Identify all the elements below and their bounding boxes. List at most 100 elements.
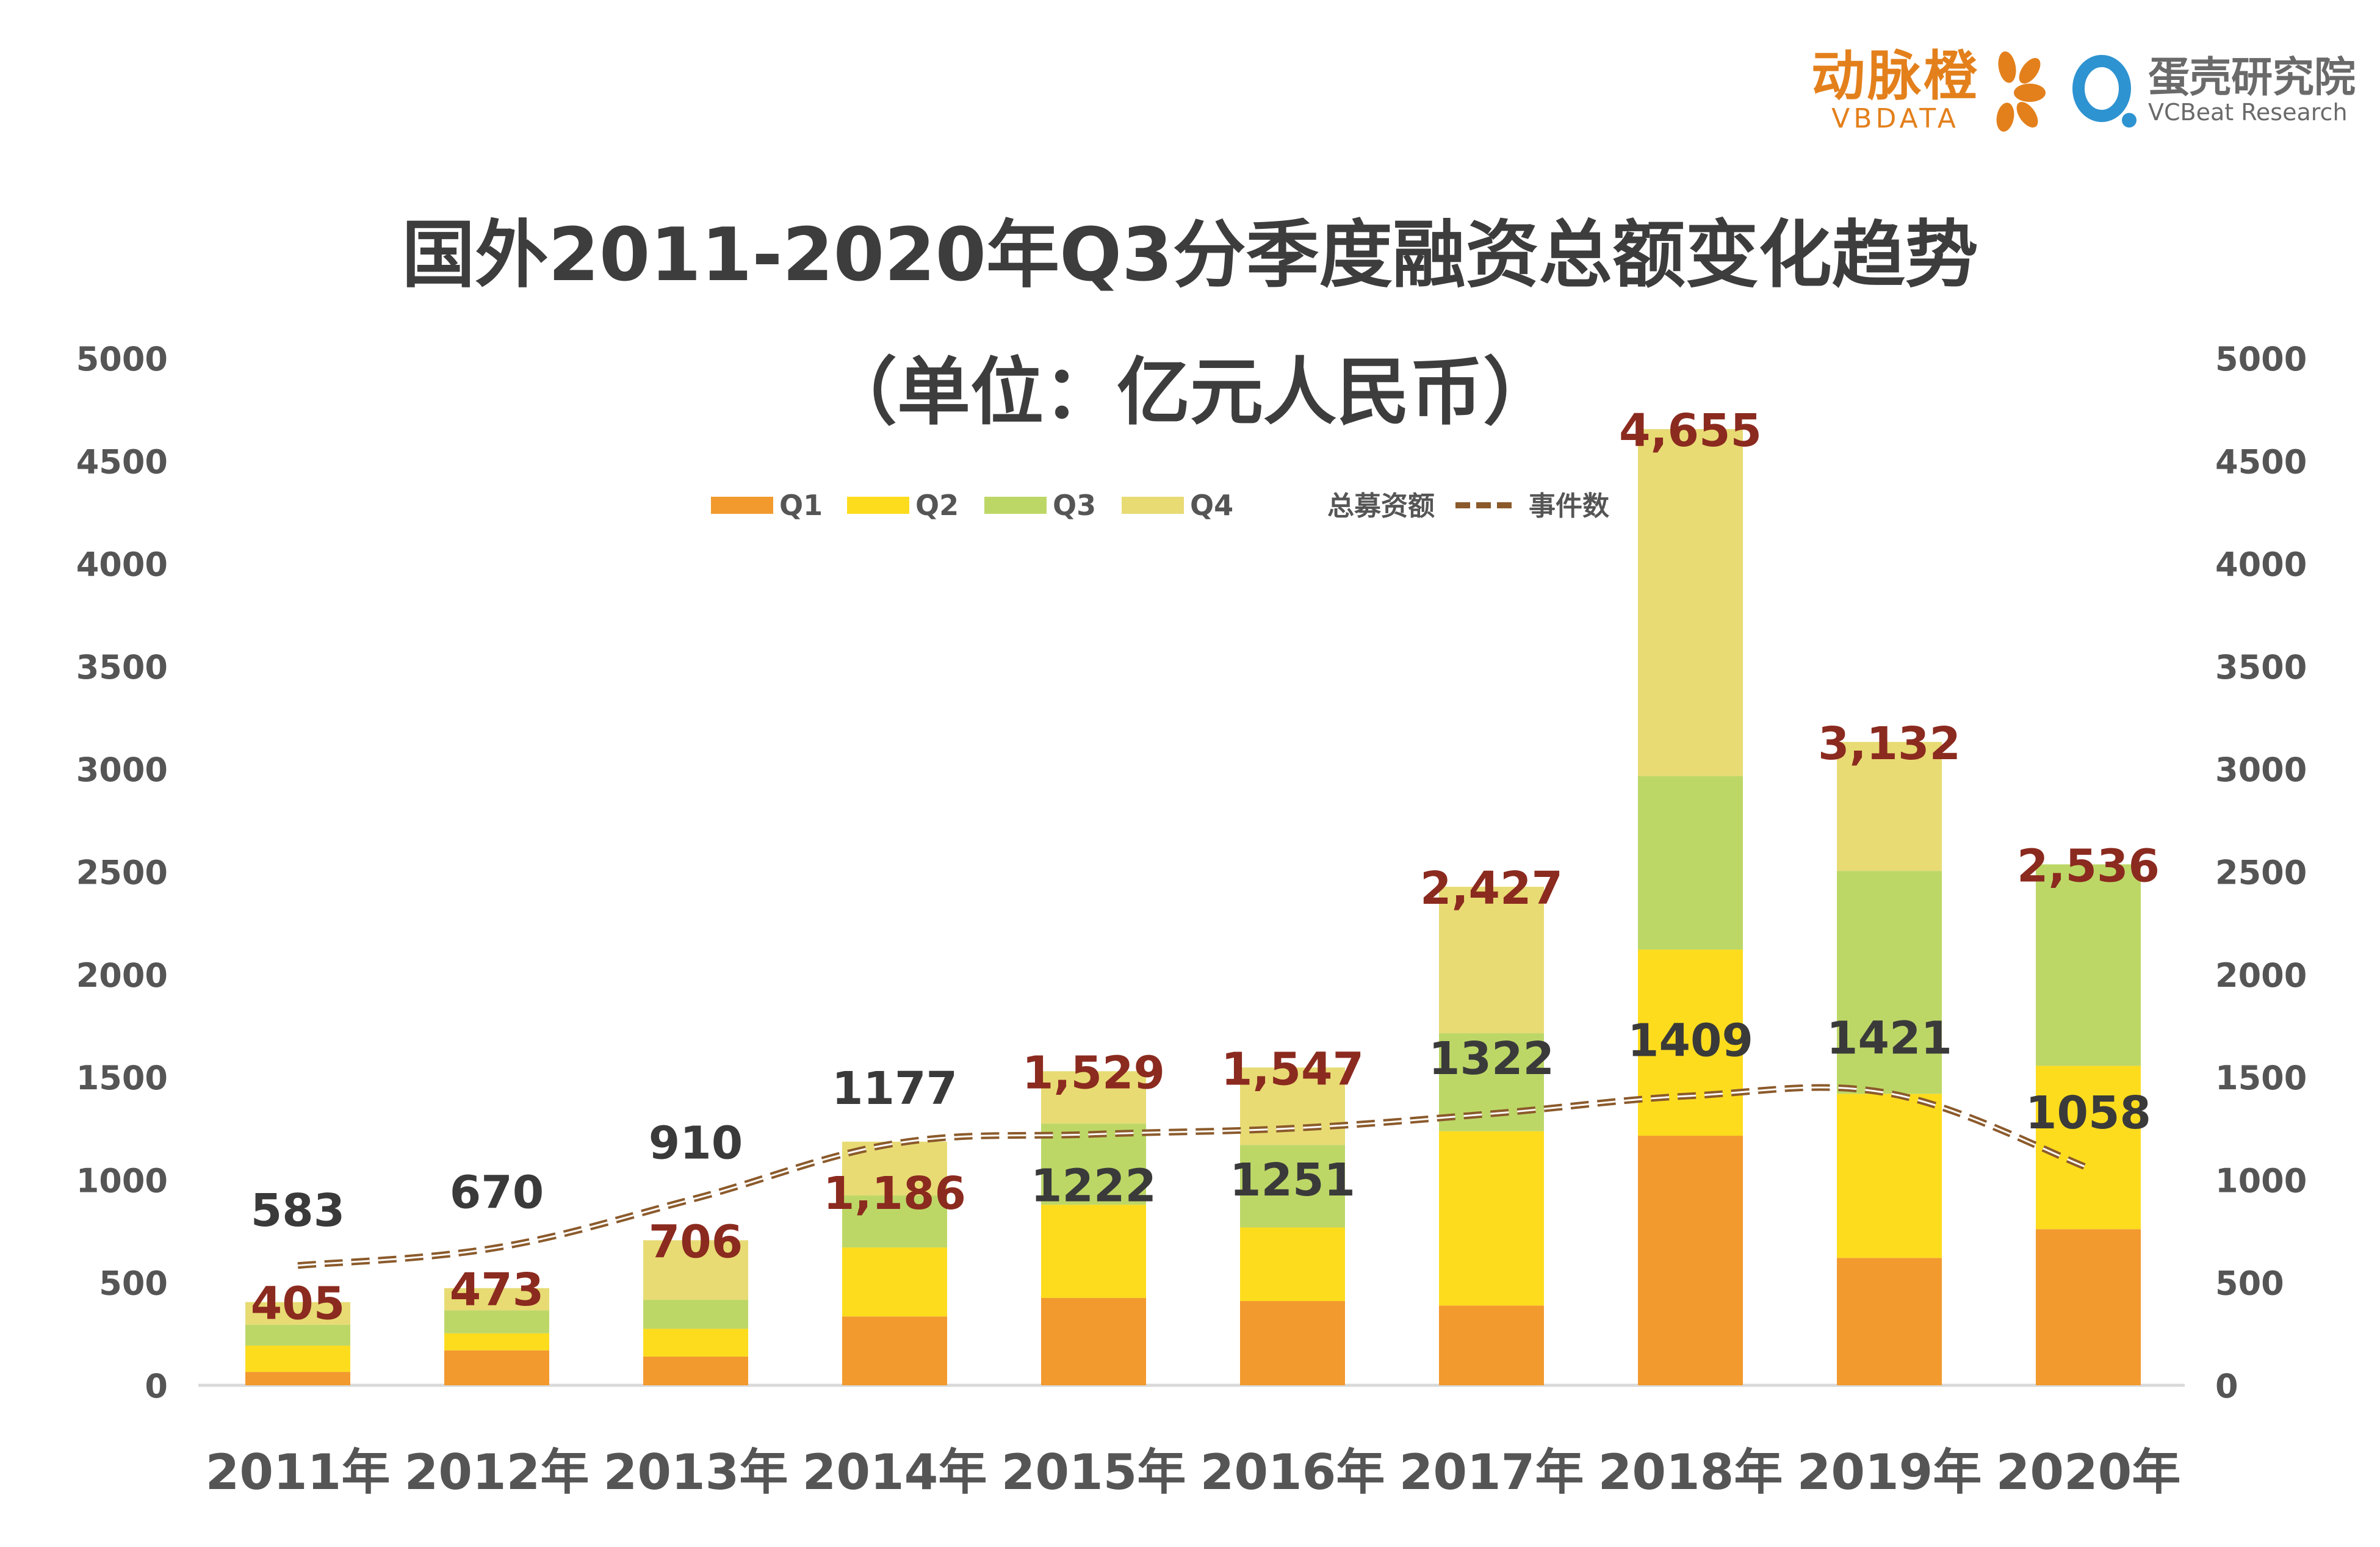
legend-label: Q3 (1053, 489, 1096, 522)
left-axis-tick: 3000 (76, 751, 168, 789)
right-axis-tick: 3500 (2215, 648, 2307, 687)
vbdata-logo: 动脉橙 VBDATA (1811, 49, 2047, 134)
bar-segment-q4 (1638, 429, 1743, 776)
x-axis-label: 2011年 (206, 1444, 391, 1501)
x-axis-label: 2020年 (1996, 1444, 2181, 1501)
left-axis-tick: 1000 (76, 1161, 168, 1200)
bar-segment-q4 (643, 1240, 748, 1300)
bar-segment-q1 (1240, 1300, 1345, 1385)
bar-segment-q3 (1240, 1145, 1345, 1228)
left-axis-tick: 4500 (76, 442, 168, 481)
x-axis-label: 2019年 (1797, 1444, 1982, 1501)
legend-label: Q1 (779, 489, 823, 522)
bar-segment-q1 (444, 1350, 549, 1385)
event-count-line (297, 1084, 2090, 1269)
total-label: 2,427 (1420, 862, 1563, 915)
bar-segment-q2 (1638, 950, 1743, 1136)
total-label: 706 (649, 1216, 743, 1268)
chart-title: 国外2011-2020年Q3分季度融资总额变化趋势 (402, 213, 1978, 298)
event-count-label: 1251 (1230, 1154, 1355, 1206)
bar-segment-q2 (842, 1247, 947, 1317)
x-axis-label: 2016年 (1200, 1444, 1385, 1501)
x-axis-label: 2012年 (405, 1444, 590, 1501)
total-label: 1,529 (1022, 1047, 1165, 1099)
bar-segment-q1 (1439, 1305, 1544, 1385)
vbdata-petals-icon (1996, 51, 2046, 132)
bar-segment-q3 (1638, 776, 1743, 950)
bar-segment-q1 (643, 1356, 748, 1385)
event-count-label: 1409 (1628, 1015, 1753, 1067)
bar-segment-q4 (1439, 887, 1544, 1034)
vcbeat-ring-icon (2072, 55, 2137, 128)
bar-segment-q3 (245, 1324, 350, 1346)
event-count-label: 583 (251, 1185, 345, 1237)
right-axis-tick: 3000 (2215, 751, 2307, 789)
legend-swatch-q1 (711, 497, 773, 514)
bar-segment-q1 (2036, 1229, 2141, 1385)
left-axis-tick: 1500 (76, 1059, 168, 1097)
right-axis-tick: 4500 (2215, 442, 2307, 481)
left-axis-tick: 0 (145, 1367, 168, 1405)
bar-segment-q1 (842, 1316, 947, 1385)
event-count-label: 1222 (1031, 1160, 1156, 1213)
x-axis-label: 2015年 (1001, 1444, 1186, 1501)
right-axis-tick: 5000 (2215, 340, 2307, 378)
total-label: 3,132 (1818, 718, 1961, 770)
left-axis-tick: 2000 (76, 956, 168, 995)
vcbeat-logo-cn: 蛋壳研究院 (2147, 54, 2356, 102)
right-axis-tick: 1500 (2215, 1059, 2307, 1097)
x-axis-label: 2014年 (802, 1444, 987, 1501)
legend-label: Q2 (915, 489, 959, 522)
bar-segment-q4 (444, 1288, 549, 1311)
vbdata-logo-en: VBDATA (1831, 103, 1960, 134)
bar-segment-q2 (1240, 1227, 1345, 1301)
bar-segment-q3 (444, 1310, 549, 1333)
event-count-label: 1177 (832, 1062, 957, 1115)
bar-segment-q2 (245, 1346, 350, 1372)
event-count-label: 1058 (2025, 1087, 2151, 1139)
bar-segment-q2 (444, 1333, 549, 1350)
right-axis-tick: 2000 (2215, 956, 2307, 995)
bar-segment-q3 (2036, 864, 2141, 1066)
left-axis-tick: 5000 (76, 340, 168, 378)
event-count-label: 670 (450, 1166, 544, 1219)
bar-segment-q3 (842, 1195, 947, 1248)
bar-segment-q1 (1638, 1136, 1743, 1385)
bar-segment-q4 (1041, 1071, 1146, 1124)
total-label: 2,536 (2017, 840, 2160, 892)
left-axis-tick: 2500 (76, 854, 168, 892)
legend-swatch-q2 (847, 497, 909, 514)
bar-segment-q2 (643, 1329, 748, 1357)
bar-segment-q1 (245, 1372, 350, 1385)
total-label: 1,186 (823, 1167, 966, 1220)
vbdata-logo-cn: 动脉橙 (1811, 44, 1980, 107)
right-axis-tick: 2500 (2215, 854, 2307, 892)
left-axis-tick: 4000 (76, 546, 168, 584)
legend-label-totals: 总募资额 (1327, 491, 1435, 522)
right-axis-tick: 0 (2215, 1367, 2238, 1405)
event-count-label: 1421 (1826, 1012, 1952, 1065)
bar-segment-q1 (1837, 1258, 1942, 1385)
bar-segment-q1 (1041, 1297, 1146, 1385)
right-axis-tick: 1000 (2215, 1161, 2307, 1200)
bar-segment-q4 (1837, 741, 1942, 871)
legend-swatch-q4 (1122, 497, 1184, 514)
right-axis-tick: 500 (2215, 1264, 2284, 1303)
left-axis-tick: 500 (99, 1264, 168, 1303)
total-label: 473 (450, 1264, 544, 1316)
legend-label-line: 事件数 (1529, 491, 1609, 522)
bar-segment-q3 (643, 1299, 748, 1329)
total-label: 4,655 (1619, 405, 1762, 457)
x-axis-label: 2018年 (1598, 1444, 1783, 1501)
event-count-label: 910 (649, 1117, 743, 1170)
event-count-line-inner (297, 1086, 2089, 1267)
vcbeat-logo-en: VCBeat Research (2147, 99, 2348, 126)
logos: 动脉橙 VBDATA 蛋壳研究院 VCBeat Research (1811, 43, 2356, 140)
left-axis-tick: 3500 (76, 648, 168, 687)
x-axis-label: 2017年 (1399, 1444, 1584, 1501)
total-label: 405 (251, 1278, 345, 1330)
x-axis-label: 2013年 (604, 1444, 788, 1501)
chart-subtitle: （单位：亿元人民币） (824, 350, 1556, 435)
bar-segment-q2 (1439, 1131, 1544, 1306)
